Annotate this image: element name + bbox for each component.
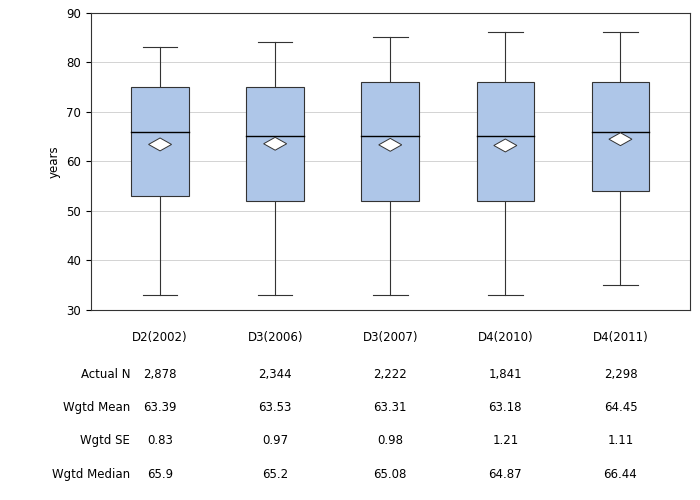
Text: D2(2002): D2(2002) (132, 330, 188, 344)
Text: 63.31: 63.31 (374, 401, 407, 414)
Bar (592, 82, 649, 191)
Text: 63.39: 63.39 (144, 401, 177, 414)
Text: 64.45: 64.45 (603, 401, 637, 414)
Text: 1.11: 1.11 (608, 434, 634, 448)
Text: D4(2011): D4(2011) (593, 330, 648, 344)
Y-axis label: years: years (48, 145, 61, 178)
Text: 1,841: 1,841 (489, 368, 522, 380)
Bar (361, 82, 419, 201)
Text: 65.2: 65.2 (262, 468, 288, 480)
Polygon shape (609, 132, 632, 145)
Text: 64.87: 64.87 (489, 468, 522, 480)
Polygon shape (379, 138, 402, 151)
Polygon shape (264, 138, 287, 150)
Text: D4(2010): D4(2010) (477, 330, 533, 344)
Polygon shape (148, 138, 172, 151)
Text: 66.44: 66.44 (603, 468, 637, 480)
Text: Wgtd Mean: Wgtd Mean (63, 401, 130, 414)
Text: 0.98: 0.98 (377, 434, 403, 448)
Text: 1.21: 1.21 (492, 434, 519, 448)
Bar (132, 87, 189, 196)
Text: D3(2006): D3(2006) (247, 330, 303, 344)
Text: 0.83: 0.83 (147, 434, 173, 448)
Text: 63.53: 63.53 (258, 401, 292, 414)
Polygon shape (494, 139, 517, 152)
Text: 2,222: 2,222 (373, 368, 407, 380)
Text: Wgtd Median: Wgtd Median (52, 468, 130, 480)
Text: 2,344: 2,344 (258, 368, 292, 380)
Text: 0.97: 0.97 (262, 434, 288, 448)
Bar (477, 82, 534, 201)
Text: 2,298: 2,298 (603, 368, 637, 380)
Text: Actual N: Actual N (80, 368, 130, 380)
Text: Wgtd SE: Wgtd SE (80, 434, 130, 448)
Text: 65.9: 65.9 (147, 468, 173, 480)
Text: 65.08: 65.08 (374, 468, 407, 480)
Bar (246, 87, 304, 201)
Text: 2,878: 2,878 (144, 368, 177, 380)
Text: D3(2007): D3(2007) (363, 330, 418, 344)
Text: 63.18: 63.18 (489, 401, 522, 414)
